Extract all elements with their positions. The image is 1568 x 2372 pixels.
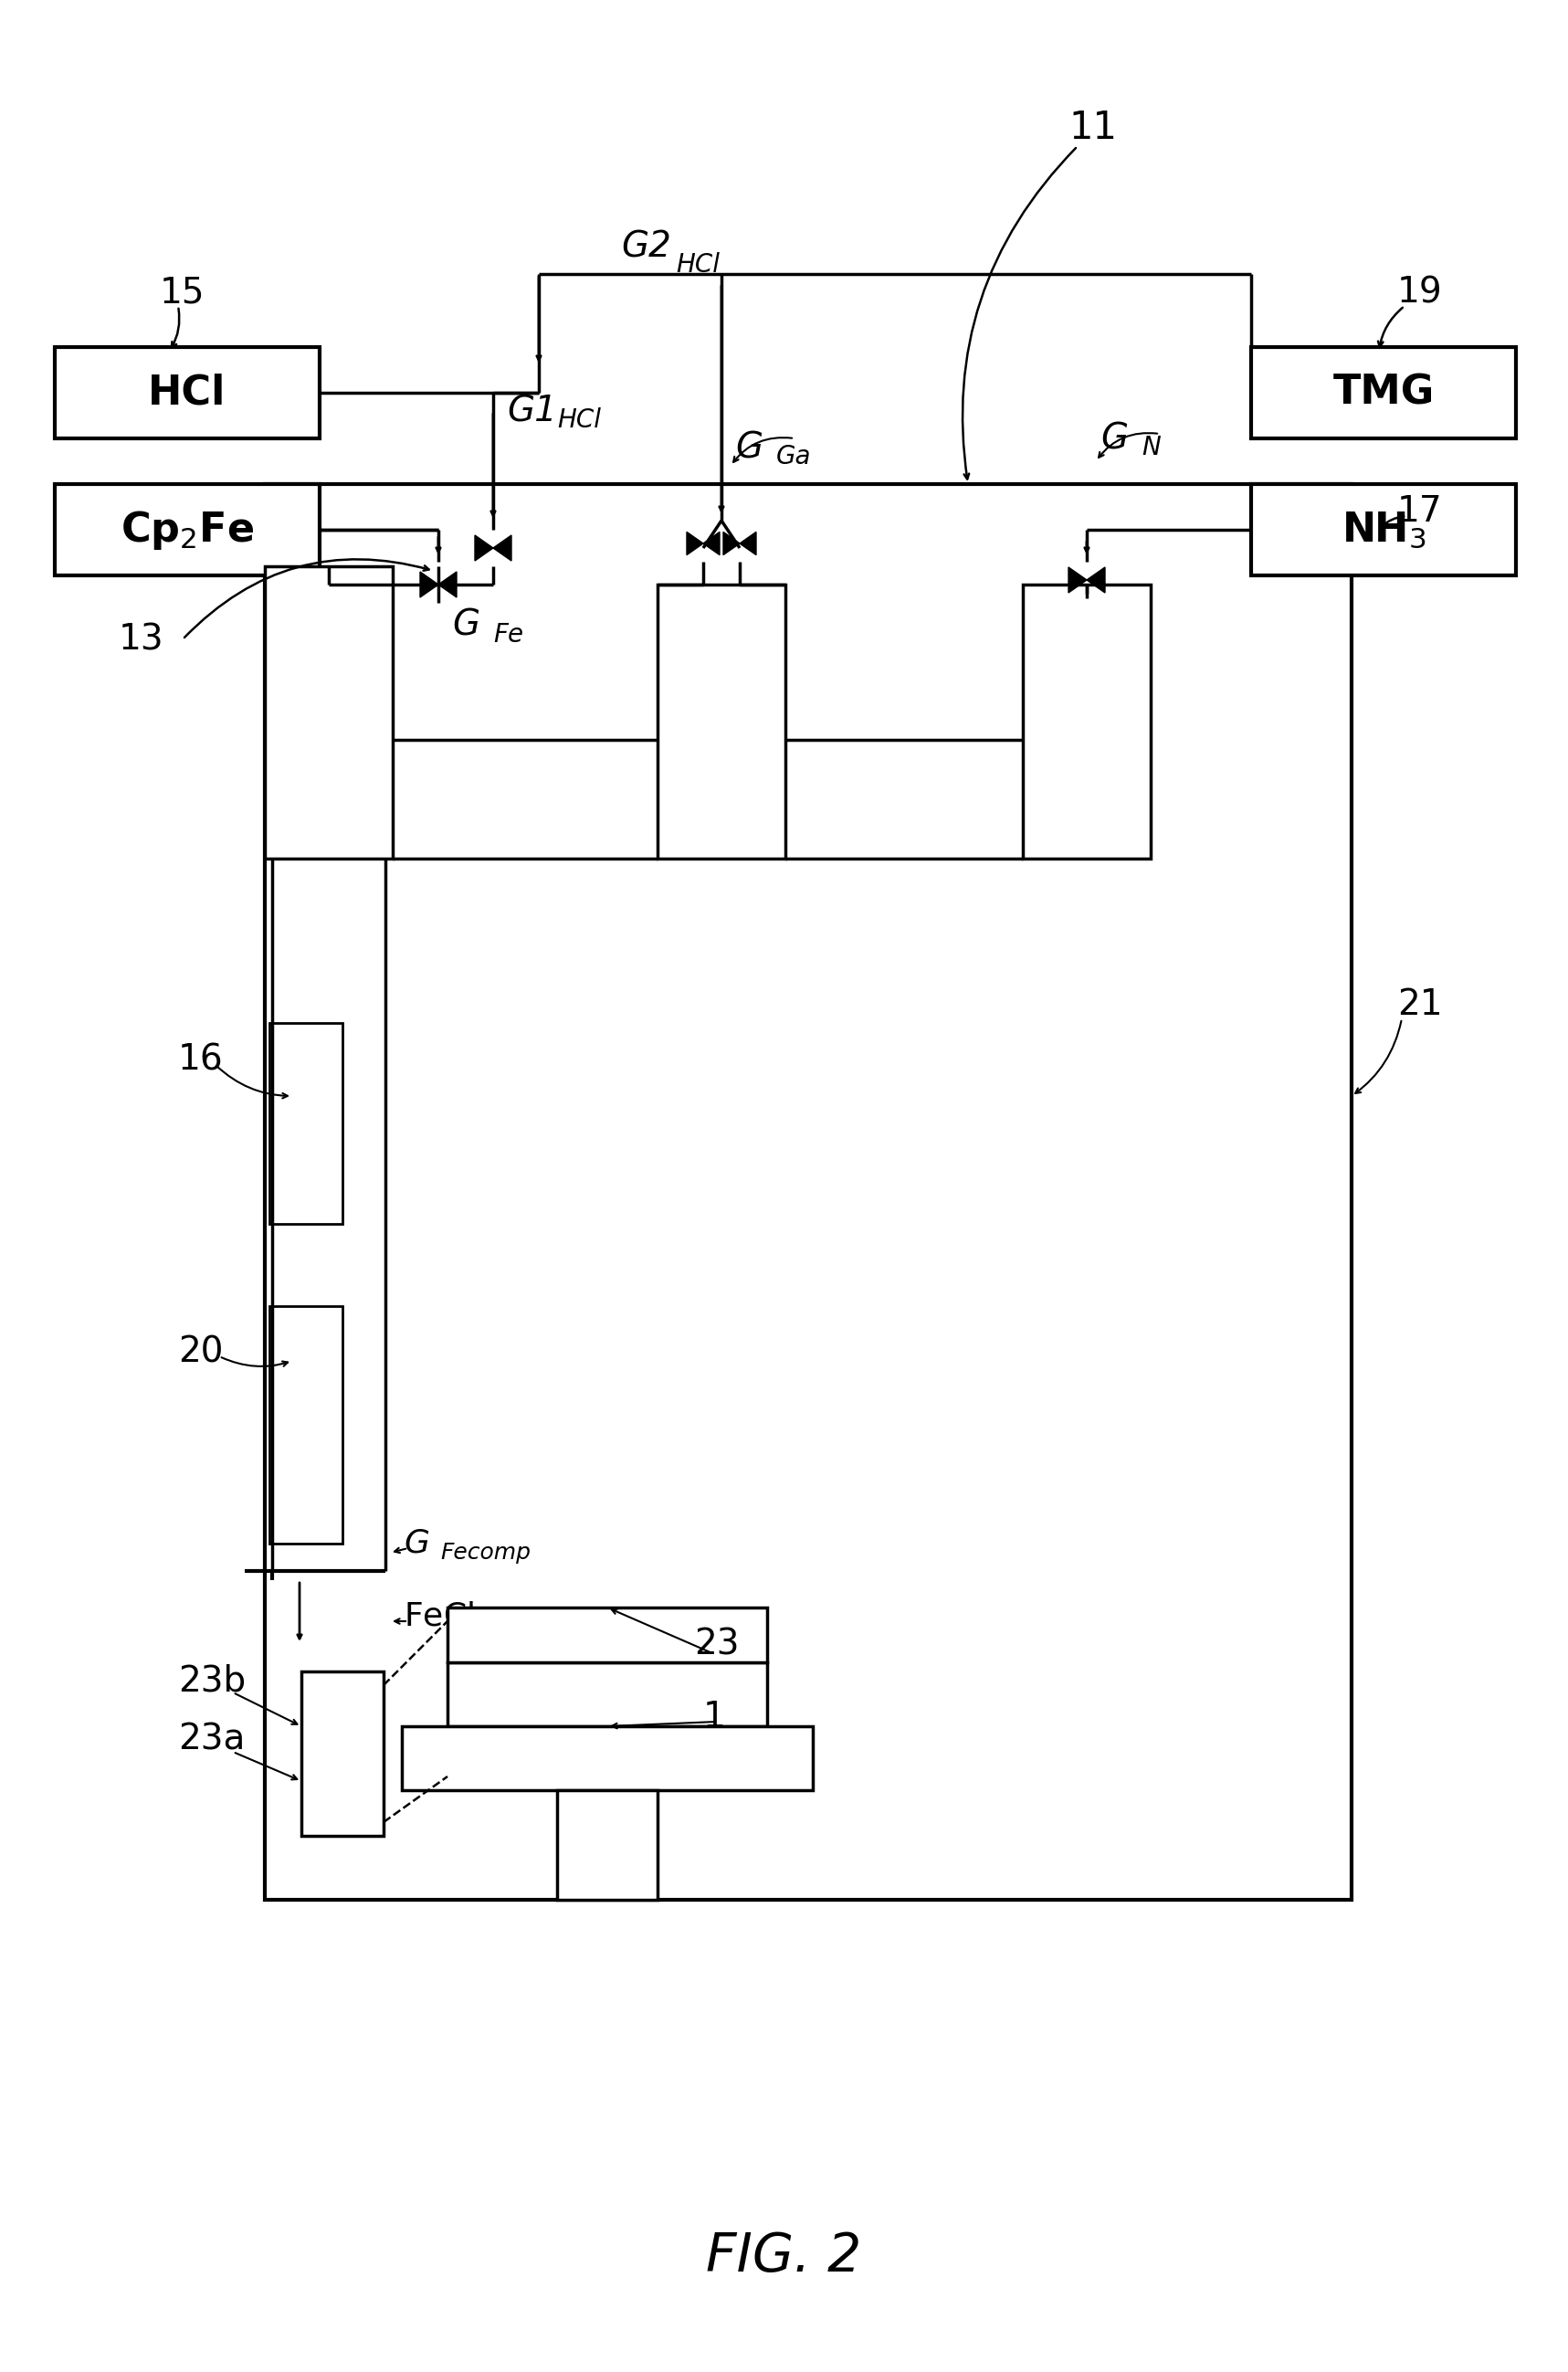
Polygon shape: [420, 572, 439, 598]
Bar: [265, 567, 392, 859]
Bar: [270, 1022, 342, 1224]
Bar: [447, 1608, 767, 1663]
Text: FeCl$_2$: FeCl$_2$: [403, 1599, 489, 1634]
Text: 20: 20: [179, 1335, 223, 1369]
Bar: [55, 346, 320, 439]
Bar: [447, 1663, 767, 1727]
Text: 23b: 23b: [179, 1663, 246, 1698]
Polygon shape: [740, 531, 756, 555]
Polygon shape: [1087, 567, 1105, 593]
Bar: [301, 1672, 384, 1836]
Text: Fe: Fe: [494, 621, 524, 648]
Text: 21: 21: [1397, 987, 1443, 1022]
Bar: [657, 584, 786, 859]
Text: 23: 23: [695, 1627, 739, 1660]
Polygon shape: [494, 536, 511, 560]
Text: 11: 11: [1068, 109, 1116, 147]
Text: N: N: [1142, 434, 1160, 460]
Text: G: G: [452, 607, 480, 643]
Polygon shape: [702, 531, 720, 555]
Text: 23a: 23a: [179, 1722, 245, 1758]
Text: Ga: Ga: [776, 444, 811, 470]
Text: NH$_3$: NH$_3$: [1341, 510, 1425, 550]
Text: G: G: [1101, 422, 1127, 455]
Polygon shape: [439, 572, 456, 598]
Text: HCl: HCl: [149, 372, 226, 413]
Polygon shape: [1068, 567, 1087, 593]
Text: FIG. 2: FIG. 2: [706, 2230, 861, 2282]
Text: G: G: [403, 1528, 430, 1558]
Text: 16: 16: [179, 1041, 224, 1077]
Bar: [55, 484, 320, 576]
Text: HCl: HCl: [676, 251, 720, 278]
Text: G1: G1: [506, 394, 557, 429]
Text: Cp$_2$Fe: Cp$_2$Fe: [121, 508, 254, 550]
Bar: [265, 484, 1352, 1900]
Text: 19: 19: [1397, 275, 1443, 311]
Bar: [1022, 584, 1151, 859]
Polygon shape: [687, 531, 702, 555]
Bar: [1251, 346, 1516, 439]
Bar: [557, 1791, 657, 1900]
Polygon shape: [475, 536, 494, 560]
Text: 13: 13: [119, 621, 165, 657]
Text: Fecomp: Fecomp: [441, 1542, 530, 1563]
Text: 1: 1: [702, 1701, 726, 1734]
Polygon shape: [723, 531, 740, 555]
Text: 15: 15: [160, 275, 205, 311]
Bar: [401, 1727, 812, 1791]
Text: G: G: [735, 429, 762, 465]
Text: TMG: TMG: [1333, 372, 1435, 413]
Bar: [270, 1307, 342, 1544]
Bar: [1251, 484, 1516, 576]
Text: HCl: HCl: [557, 408, 601, 434]
Text: G2: G2: [621, 230, 671, 263]
Text: 17: 17: [1397, 493, 1443, 529]
